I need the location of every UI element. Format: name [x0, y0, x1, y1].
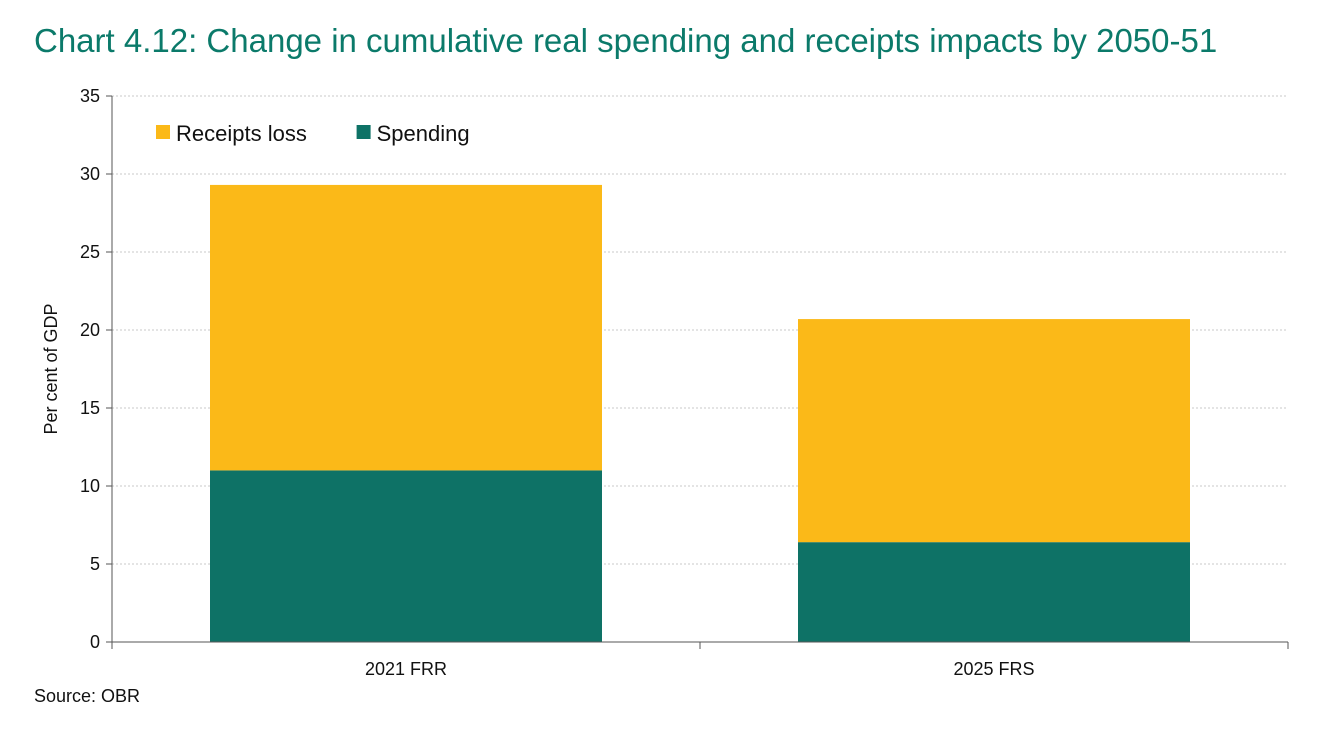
- y-tick-label-25: 25: [80, 242, 100, 262]
- source-note: Source: OBR: [34, 686, 141, 706]
- bar-receipts-loss-2021-frr: [210, 184, 602, 471]
- legend-swatch-spending: [356, 125, 371, 139]
- y-tick-label-5: 5: [90, 554, 100, 574]
- legend-swatch-receipts-loss: [156, 125, 170, 139]
- legend-label-receipts-loss: Receipts loss: [176, 121, 307, 146]
- x-tick-label-0: 2021 FRR: [365, 659, 447, 679]
- y-axis-label: Per cent of GDP: [41, 303, 61, 434]
- y-tick-label-0: 0: [90, 632, 100, 652]
- y-tick-label-20: 20: [80, 320, 100, 340]
- y-tick-label-30: 30: [80, 164, 100, 184]
- y-tick-label-10: 10: [80, 476, 100, 496]
- y-tick-label-35: 35: [80, 86, 100, 106]
- bar-spending-2025-frs: [798, 542, 1190, 642]
- x-tick-label-1: 2025 FRS: [953, 659, 1034, 679]
- chart-title: Chart 4.12: Change in cumulative real sp…: [34, 22, 1218, 59]
- bar-receipts-loss-2025-frs: [798, 319, 1190, 543]
- y-tick-label-15: 15: [80, 398, 100, 418]
- bar-spending-2021-frr: [210, 470, 602, 642]
- legend-label-spending: Spending: [377, 121, 470, 146]
